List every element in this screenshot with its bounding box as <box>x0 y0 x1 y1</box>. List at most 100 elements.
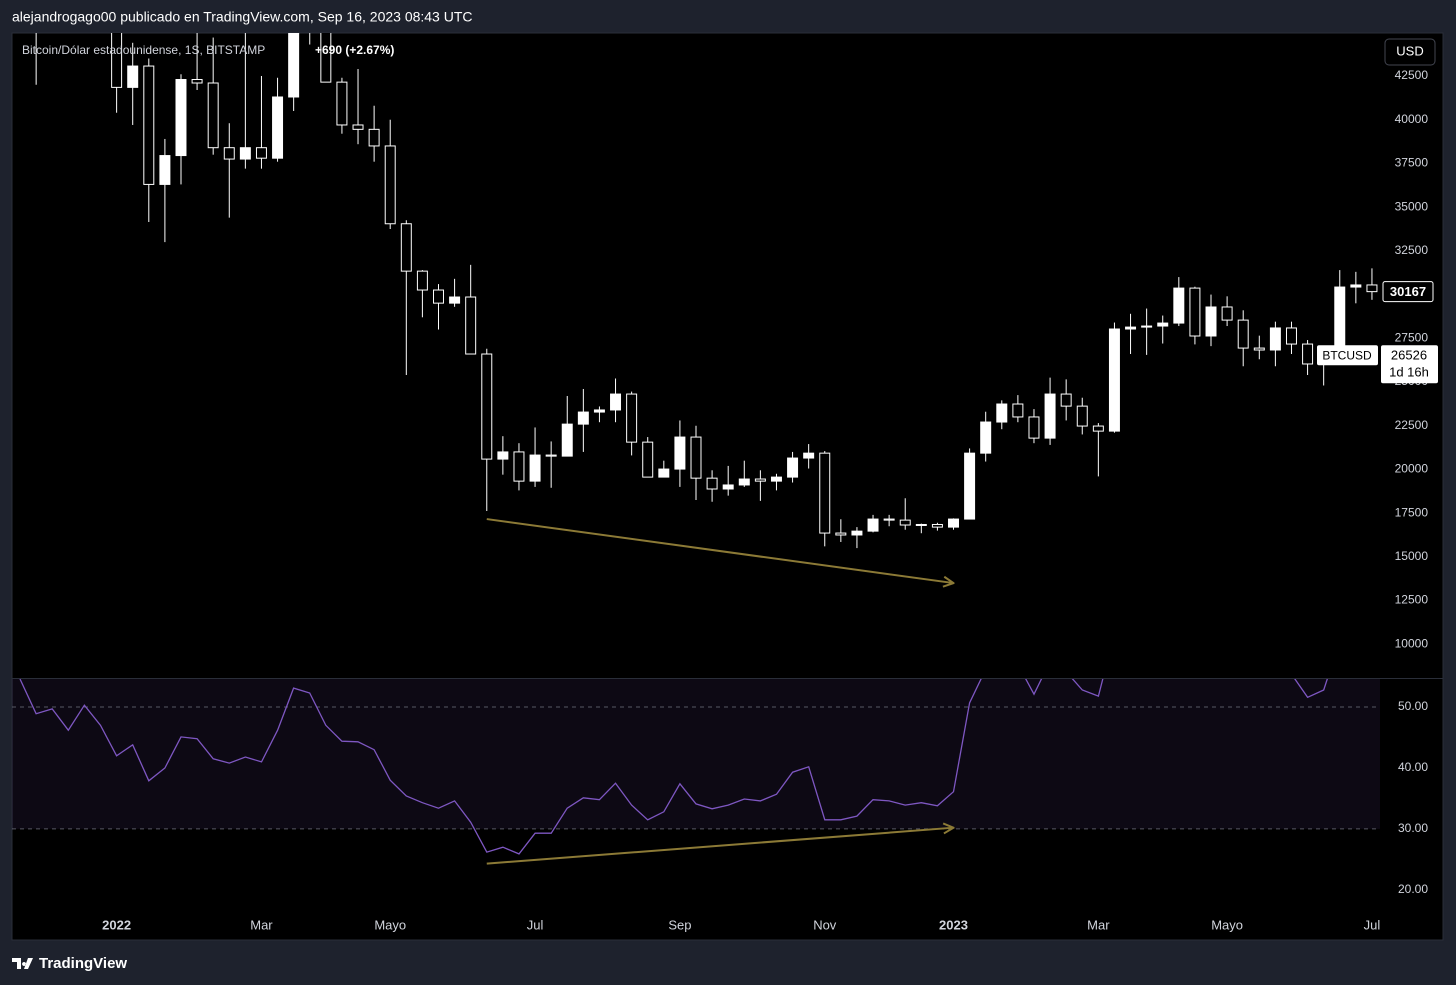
brand: TradingView <box>39 955 127 972</box>
candle-body <box>513 451 525 482</box>
y-tick-label: 27500 <box>1395 330 1429 344</box>
header-title: alejandrogago00 publicado en TradingView… <box>12 9 473 25</box>
y-tick-label: 17500 <box>1395 505 1429 519</box>
candle-body <box>803 452 815 459</box>
x-tick-label: Jul <box>527 917 544 932</box>
price-pane <box>35 33 1378 583</box>
candle-body <box>320 33 332 83</box>
candle-body <box>1189 287 1201 337</box>
symbol-box <box>1317 345 1378 366</box>
candle-body <box>416 270 428 291</box>
candle-body <box>1044 393 1056 439</box>
candle-body <box>706 477 718 490</box>
y-tick-label: 20.00 <box>1398 882 1428 896</box>
candle-body <box>1221 306 1233 321</box>
candle-body <box>1125 326 1137 330</box>
axes: 1000012500150001750020000225002500027500… <box>102 68 1438 932</box>
candle-body <box>948 518 959 528</box>
candle-body <box>143 65 155 185</box>
candle-body <box>159 155 171 185</box>
candle-body <box>1205 306 1217 337</box>
candle-body <box>867 518 879 532</box>
candle-body <box>996 403 1008 423</box>
candle-body <box>433 289 444 304</box>
candle-body <box>738 478 750 486</box>
candle-body <box>642 441 654 478</box>
y-tick-label: 22500 <box>1395 418 1429 432</box>
x-tick-label: Mar <box>250 917 273 932</box>
candle-body <box>690 436 702 479</box>
candle-body <box>1076 405 1088 427</box>
last-price: 30167 <box>1390 284 1426 299</box>
candle-body <box>1285 327 1297 345</box>
y-tick-label: 20000 <box>1395 462 1429 476</box>
y-tick-label: 40000 <box>1395 112 1429 126</box>
countdown-price: 26526 <box>1391 348 1427 363</box>
candle-body <box>175 79 187 157</box>
candle-body <box>1237 319 1249 349</box>
candle-body <box>127 65 139 88</box>
currency[interactable]: USD <box>1396 43 1423 58</box>
candle-body <box>1253 347 1265 351</box>
last-price-box <box>1382 281 1434 303</box>
x-tick-label: Mayo <box>374 917 406 932</box>
candle-body <box>593 409 605 413</box>
y-tick-label: 42500 <box>1395 68 1429 82</box>
y-tick-label: 10000 <box>1395 636 1429 650</box>
candle-body <box>207 82 219 149</box>
candle-body <box>1060 393 1072 407</box>
candle-body <box>722 484 734 490</box>
candle-body <box>1157 322 1169 327</box>
rsi-pane <box>12 679 1380 865</box>
x-tick-label: 2023 <box>939 917 968 932</box>
candle-body <box>368 128 380 147</box>
currency-button[interactable] <box>1384 38 1436 66</box>
candle-body <box>400 223 412 272</box>
candle-body <box>239 147 251 160</box>
x-tick-label: Mar <box>1087 917 1110 932</box>
rsi-line <box>19 679 1328 855</box>
x-tick-label: Mayo <box>1211 917 1243 932</box>
y-tick-label: 37500 <box>1395 156 1429 170</box>
candle-body <box>529 454 541 482</box>
y-tick-label: 32500 <box>1395 243 1429 257</box>
candle-body <box>465 296 477 355</box>
y-tick-label: 50.00 <box>1398 699 1428 713</box>
candle-body <box>931 523 943 528</box>
candle-body <box>1302 343 1314 365</box>
candle-body <box>980 421 992 454</box>
legend: Bitcoin/Dólar estadounidense, 1S, BITSTA… <box>22 43 265 57</box>
candle-body <box>545 454 557 457</box>
candle-body <box>384 145 396 225</box>
x-tick-label: Jul <box>1364 917 1381 932</box>
candle-body <box>883 518 895 521</box>
candle-body <box>1366 284 1378 293</box>
y-tick-label: 35000 <box>1395 199 1429 213</box>
candle-body <box>255 147 267 159</box>
y-tick-label: 15000 <box>1395 549 1429 563</box>
y-tick-label: 12500 <box>1395 593 1429 607</box>
brand-logo <box>12 958 33 969</box>
candle-body <box>561 423 573 457</box>
candle-body <box>674 436 686 470</box>
x-tick-label: 2022 <box>102 917 131 932</box>
candle-body <box>1269 327 1281 351</box>
candle-body <box>915 523 927 526</box>
candle-body <box>787 457 799 478</box>
candle-body <box>481 353 493 460</box>
candle-body <box>851 530 863 536</box>
candle-body <box>1173 287 1185 324</box>
candle-body <box>111 33 123 88</box>
candle-body <box>610 393 622 411</box>
candle-body <box>754 478 766 482</box>
symbol: BTCUSD <box>1322 348 1372 362</box>
candle-body <box>1028 416 1040 439</box>
candle-body <box>352 124 364 130</box>
trendline <box>486 828 954 865</box>
change: +690 (+2.67%) <box>315 43 394 57</box>
candle-body <box>1141 325 1153 328</box>
candle-body <box>658 468 670 478</box>
candle-body <box>835 532 847 536</box>
candle-body <box>1012 403 1024 418</box>
